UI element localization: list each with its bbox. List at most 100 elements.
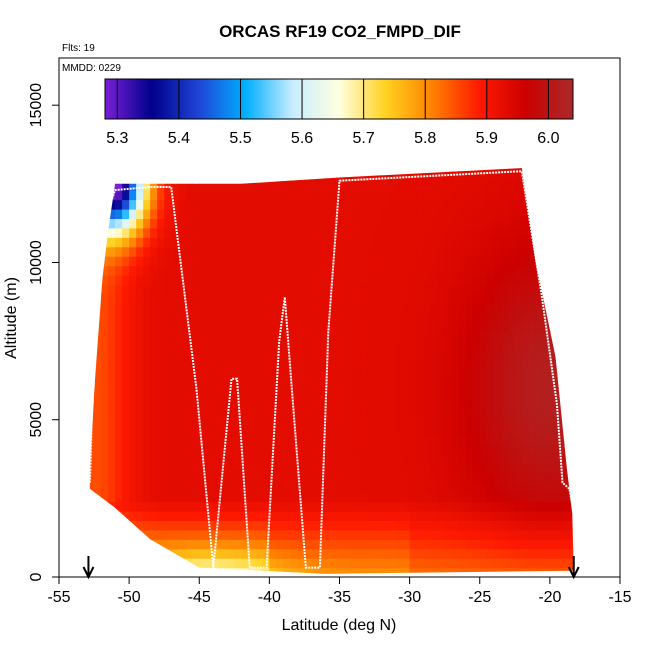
heatmap-cell	[290, 171, 299, 182]
heatmap-cell	[556, 303, 565, 314]
heatmap-cell	[444, 190, 453, 201]
heatmap-cell	[549, 444, 558, 455]
heatmap-cell	[346, 218, 355, 229]
heatmap-cell	[80, 426, 88, 436]
heatmap-cell	[255, 482, 263, 493]
heatmap-cell	[374, 501, 383, 512]
heatmap-cell	[199, 227, 207, 238]
heatmap-cell	[486, 454, 495, 465]
heatmap-cell	[451, 180, 460, 191]
heatmap-cell	[255, 510, 263, 521]
heatmap-cell	[248, 171, 256, 182]
heatmap-cell	[507, 369, 516, 380]
heatmap-cell	[367, 208, 376, 220]
heatmap-cell	[535, 548, 544, 559]
heatmap-cell	[437, 454, 446, 465]
heatmap-cell	[458, 416, 467, 427]
heatmap-cell	[199, 168, 207, 172]
heatmap-cell	[80, 398, 88, 408]
heatmap-cell	[514, 416, 523, 427]
heatmap-cell	[500, 388, 509, 399]
chart-title: ORCAS RF19 CO2_FMPD_DIF	[219, 22, 461, 41]
heatmap-cell	[101, 275, 109, 286]
heatmap-cell	[122, 407, 130, 418]
heatmap-cell	[360, 199, 369, 210]
heatmap-cell	[269, 378, 277, 389]
heatmap-cell	[535, 284, 544, 295]
heatmap-cell	[122, 171, 130, 182]
heatmap-cell	[339, 444, 348, 455]
heatmap-cell	[417, 152, 425, 162]
heatmap-cell	[395, 426, 404, 437]
heatmap-cell	[339, 275, 348, 286]
heatmap-cell	[297, 199, 306, 210]
heatmap-cell	[248, 378, 256, 389]
heatmap-cell	[150, 171, 158, 182]
heatmap-cell	[171, 558, 179, 569]
heatmap-cell	[290, 501, 299, 512]
heatmap-cell	[332, 510, 341, 521]
heatmap-cell	[437, 558, 446, 569]
heatmap-cell	[283, 492, 292, 503]
heatmap-cell	[381, 482, 390, 493]
heatmap-cell	[262, 275, 270, 286]
heatmap-cell	[290, 454, 299, 465]
heatmap-cell	[465, 312, 474, 323]
heatmap-cell	[304, 416, 313, 427]
x-tick-label: -20	[538, 589, 561, 606]
heatmap-cell	[360, 275, 369, 286]
heatmap-cell	[402, 558, 411, 569]
heatmap-cell	[402, 426, 411, 437]
heatmap-cell	[241, 303, 249, 314]
heatmap-cell	[241, 256, 249, 267]
heatmap-cell	[339, 539, 348, 550]
heatmap-cell	[164, 454, 172, 465]
heatmap-cell	[276, 152, 284, 162]
heatmap-cell	[178, 567, 186, 574]
heatmap-cell	[395, 473, 404, 484]
heatmap-cell	[507, 275, 516, 286]
heatmap-cell	[227, 454, 235, 465]
heatmap-cell	[486, 388, 495, 399]
heatmap-cell	[234, 529, 242, 540]
heatmap-cell	[318, 265, 327, 276]
heatmap-cell	[500, 492, 509, 503]
heatmap-cell	[227, 558, 235, 569]
heatmap-cell	[164, 520, 172, 531]
heatmap-cell	[430, 312, 439, 323]
heatmap-cell	[213, 359, 221, 370]
heatmap-cell	[556, 378, 565, 389]
heatmap-cell	[89, 303, 95, 314]
heatmap-cell	[89, 397, 95, 408]
heatmap-cell	[101, 407, 109, 418]
heatmap-cell	[101, 482, 109, 493]
heatmap-cell	[367, 473, 376, 484]
heatmap-cell	[122, 520, 130, 531]
heatmap-cell	[248, 246, 256, 257]
heatmap-cell	[297, 256, 306, 267]
heatmap-cell	[402, 341, 411, 352]
heatmap-cell	[535, 303, 544, 314]
heatmap-cell	[360, 407, 369, 418]
heatmap-cell	[122, 548, 130, 559]
heatmap-cell	[374, 293, 383, 304]
heatmap-cell	[325, 256, 334, 267]
heatmap-cell	[220, 435, 228, 446]
heatmap-cell	[143, 237, 151, 248]
heatmap-cell	[241, 510, 249, 521]
heatmap-cell	[276, 426, 284, 437]
heatmap-cell	[367, 435, 376, 446]
heatmap-cell	[346, 246, 355, 257]
heatmap-cell	[472, 341, 481, 352]
heatmap-cell	[255, 529, 263, 540]
heatmap-cell	[192, 265, 200, 276]
heatmap-cell	[402, 227, 411, 238]
heatmap-cell	[129, 275, 137, 286]
heatmap-cell	[150, 539, 158, 550]
heatmap-cell	[318, 237, 327, 248]
heatmap-cell	[157, 529, 165, 540]
plot-area	[80, 152, 577, 574]
heatmap-cell	[402, 208, 411, 220]
heatmap-cell	[493, 529, 502, 540]
heatmap-cell	[241, 190, 249, 201]
